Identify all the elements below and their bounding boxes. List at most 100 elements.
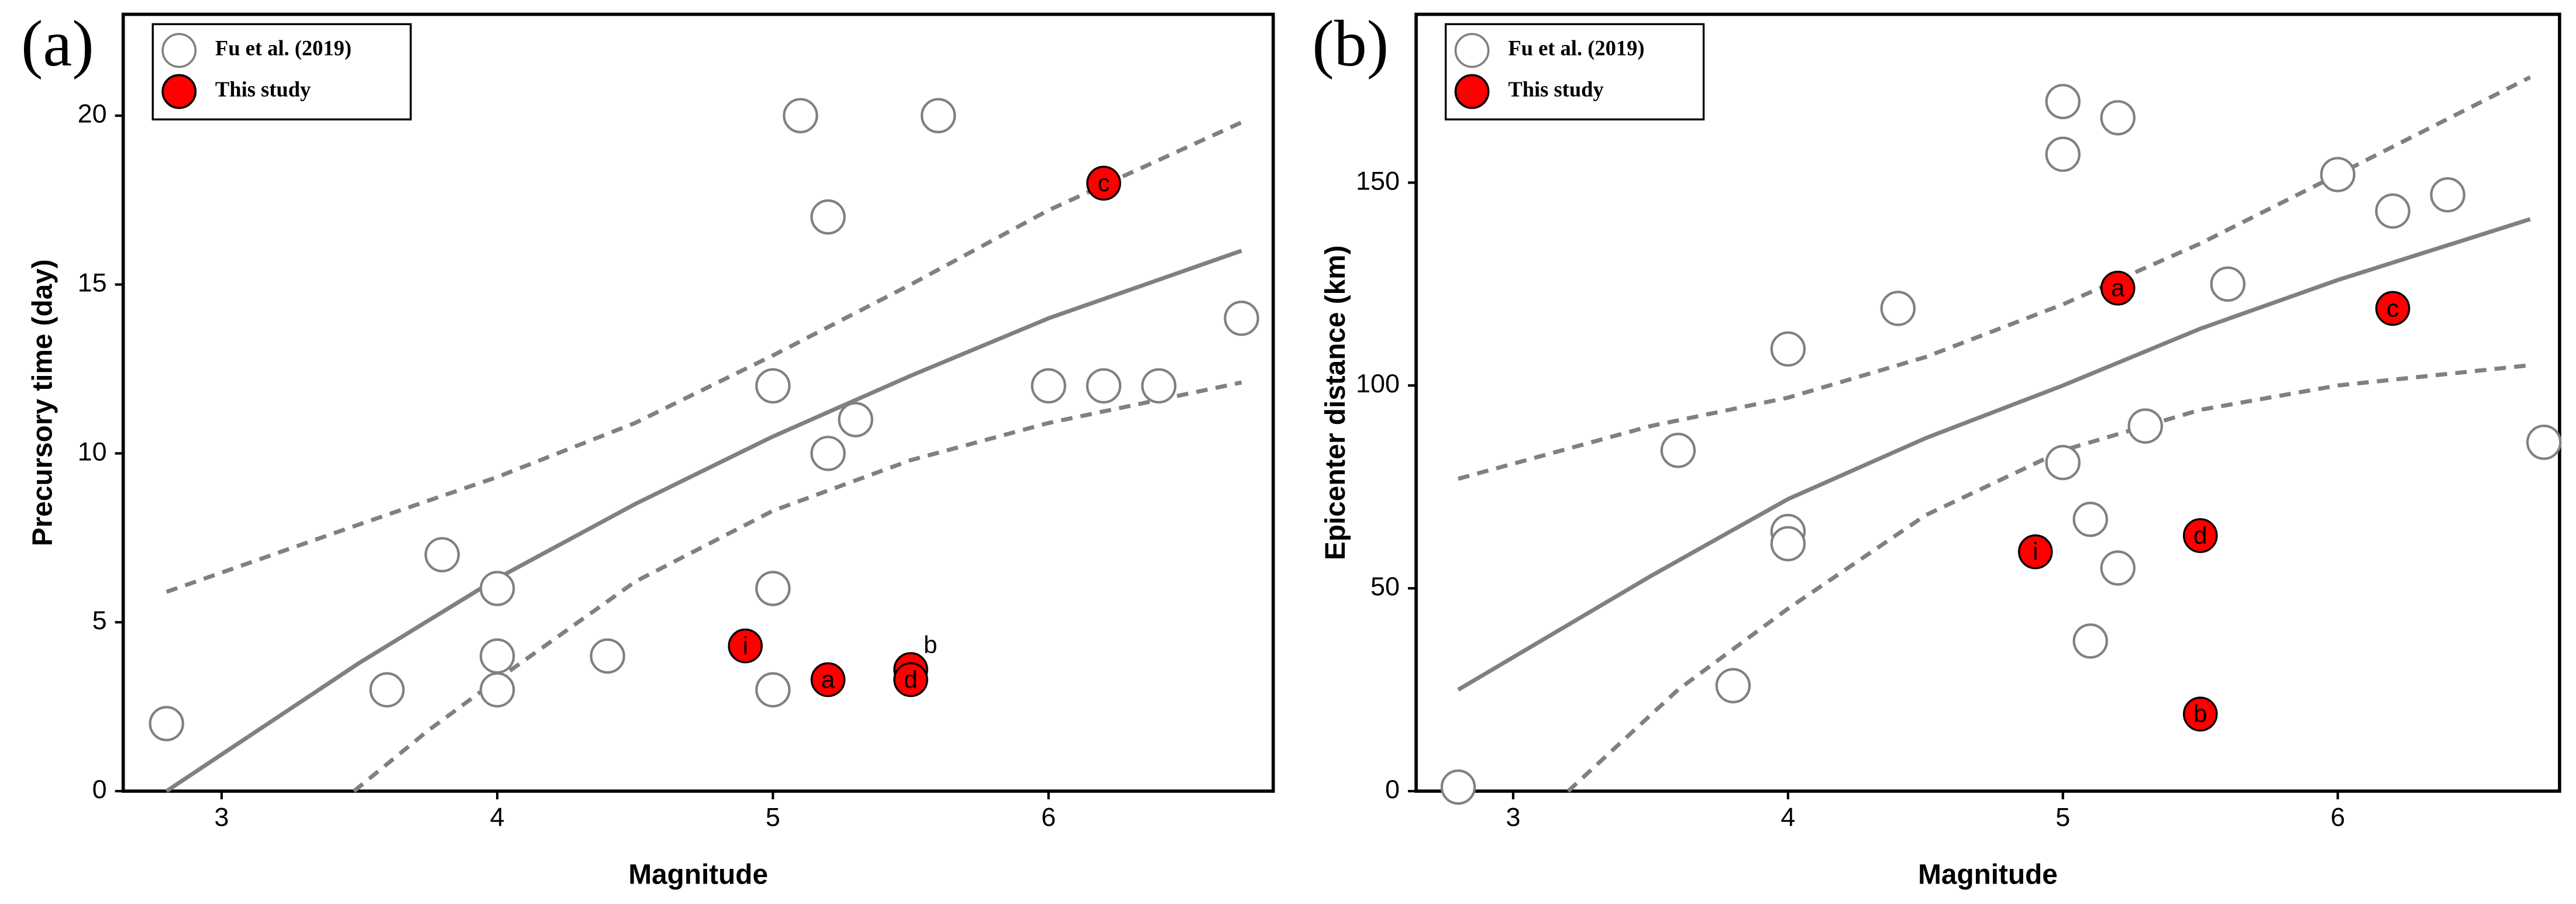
y-tick-label: 0 (92, 774, 107, 804)
point (2375, 193, 2410, 229)
y-tick-label: 50 (1370, 571, 1400, 601)
point (1660, 433, 1696, 468)
point (810, 199, 846, 235)
point (755, 571, 791, 606)
legend-box (1444, 23, 1705, 120)
point (728, 628, 763, 664)
point (2045, 136, 2081, 172)
point (810, 662, 846, 698)
legend-label: This study (1508, 77, 1603, 101)
point (1224, 301, 1259, 336)
point (2182, 696, 2218, 732)
point (479, 638, 515, 674)
legend-label: This study (215, 77, 311, 101)
point (479, 672, 515, 708)
y-tick-label: 150 (1356, 165, 1400, 195)
legend-marker (1454, 74, 1490, 109)
point-label: b (924, 631, 937, 658)
legend-marker (161, 74, 197, 109)
y-tick-label: 5 (92, 605, 107, 635)
point-label: i (2033, 538, 2038, 565)
legend-box (151, 23, 412, 120)
point (1770, 331, 1806, 367)
fit-lower (1566, 363, 2531, 793)
point-label: a (2111, 274, 2125, 302)
y-tick-label: 20 (78, 99, 107, 129)
point (2072, 501, 2108, 537)
plot-frame (121, 12, 1275, 793)
legend-label: Fu et al. (2019) (215, 36, 352, 60)
x-axis-title: Magnitude (628, 860, 768, 891)
point (810, 436, 846, 471)
x-tick-label: 4 (490, 802, 505, 832)
point (2100, 550, 2136, 586)
point (2430, 177, 2465, 213)
legend-marker (1454, 33, 1490, 68)
point (369, 672, 405, 708)
point (149, 706, 184, 741)
point (920, 98, 956, 133)
chart: (b) 3 4 5 6 0 50 100 150 Magnitude Epicenter dista… (1312, 8, 2562, 891)
point (2100, 100, 2136, 136)
y-tick-label: 100 (1356, 368, 1400, 398)
point (755, 368, 791, 404)
y-tick-label: 0 (1385, 774, 1400, 804)
point (1031, 368, 1066, 404)
point (424, 537, 460, 572)
point (1086, 165, 1121, 201)
point-label: d (2193, 522, 2207, 549)
point (479, 571, 515, 606)
point (2045, 444, 2081, 481)
fit-upper (1458, 75, 2532, 481)
point (2182, 518, 2218, 553)
point-label: c (1097, 169, 1110, 196)
point (590, 638, 625, 674)
x-tick-label: 3 (1506, 802, 1520, 832)
fit-fit (1457, 217, 2531, 692)
plot-frame (1414, 12, 2561, 793)
point-label: i (743, 632, 748, 660)
panel-label: (a) (21, 8, 94, 80)
point (1440, 769, 1476, 805)
point (783, 98, 818, 133)
fit-lower (352, 380, 1242, 793)
point (2320, 157, 2355, 192)
point (2127, 408, 2163, 444)
point (2526, 425, 2562, 460)
x-tick-label: 5 (2055, 802, 2070, 832)
point (1715, 668, 1751, 703)
x-tick-label: 4 (1781, 802, 1795, 832)
x-axis-title: Magnitude (1918, 860, 2058, 891)
x-tick-label: 6 (2330, 802, 2345, 832)
point (2375, 291, 2410, 326)
point (2072, 623, 2108, 659)
point (2045, 84, 2081, 119)
fit-fit (165, 249, 1242, 793)
point (2018, 534, 2053, 570)
point (1141, 368, 1177, 404)
fit-upper (166, 120, 1242, 594)
legend-label: Fu et al. (2019) (1508, 36, 1644, 60)
point (755, 672, 791, 708)
point (893, 662, 928, 698)
point (1086, 368, 1122, 404)
point (838, 402, 873, 437)
point (2210, 266, 2246, 302)
point (1880, 291, 1916, 326)
chart: (a) 3 4 5 6 0 5 10 15 20 Magnitude Precursory time … (21, 8, 1275, 891)
x-tick-label: 3 (214, 802, 229, 832)
y-axis-title: Precursory time (day) (27, 259, 58, 546)
point (1770, 526, 1806, 562)
y-axis-title: Epicenter distance (km) (1320, 245, 1351, 560)
y-tick-label: 10 (78, 436, 107, 466)
point-label: d (904, 665, 917, 693)
y-tick-label: 15 (78, 267, 107, 297)
point-label: c (2386, 294, 2399, 322)
point (2100, 270, 2136, 306)
x-tick-label: 6 (1041, 802, 1056, 832)
x-tick-label: 5 (766, 802, 780, 832)
point-label: a (821, 665, 835, 693)
legend-marker (161, 33, 197, 68)
point-label: b (2193, 700, 2207, 727)
